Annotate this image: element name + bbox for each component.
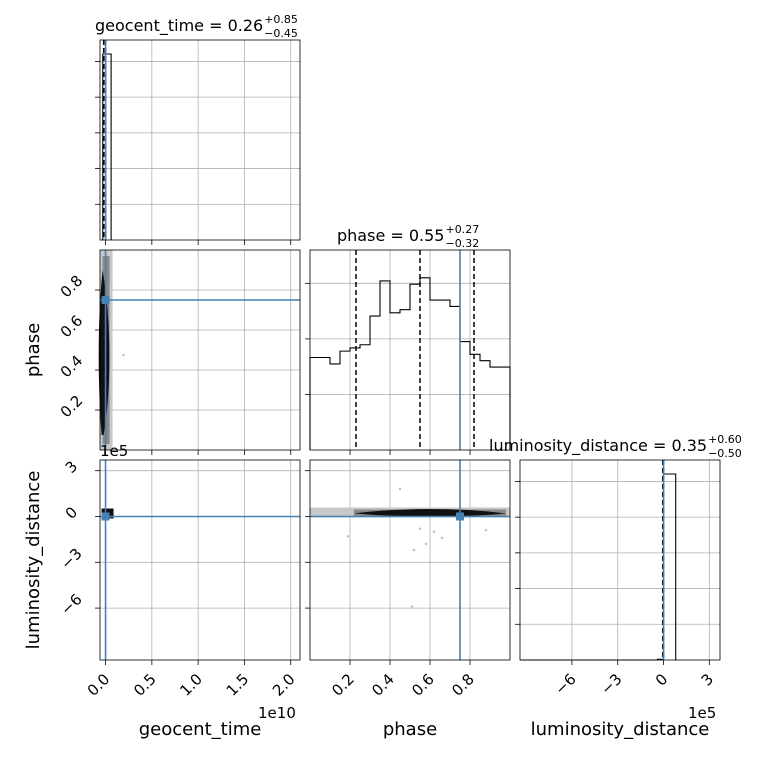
p20-xticklabel-2: 1.0	[176, 670, 206, 700]
p20-xticklabel-1: 0.5	[130, 670, 160, 700]
panel-luminosity-distance-hist: −6 −3 0 3	[515, 459, 721, 698]
title-geocent-time-plus: +0.85	[264, 13, 298, 26]
p21-sample-3	[424, 542, 428, 546]
p22-xticklabel-2: 0	[652, 670, 671, 689]
p20-yticklabel-2: 0	[62, 503, 81, 522]
p21-xticklabel-2: 0.6	[408, 670, 438, 700]
title-luminosity-distance: luminosity_distance = 0.35	[489, 436, 707, 456]
p00-frame	[99, 39, 301, 241]
title-luminosity-distance-median: 0.35	[671, 436, 707, 455]
p20-xticklabel-3: 1.5	[223, 670, 253, 700]
title-luminosity-distance-plus: +0.60	[708, 433, 742, 446]
panel-luminosity-distance-vs-geocent-time: 0.0 0.5 1.0 1.5 2.0 −6 −3 0 3	[57, 457, 301, 700]
p10-yticklabel-0: 0.2	[57, 392, 87, 422]
p22-frame	[519, 459, 721, 661]
p21-sample-6	[484, 529, 488, 532]
p20-yticklabel-0: −6	[57, 590, 85, 618]
title-geocent-time-name: geocent_time =	[95, 16, 228, 36]
p20-xticklabel-0: 0.0	[84, 670, 114, 700]
p21-truth-point	[456, 512, 464, 521]
ylabel-phase: phase	[23, 323, 44, 377]
p10-yticklabel-2: 0.6	[57, 312, 87, 342]
offset-luminosity-distance-y: 1e5	[100, 442, 128, 460]
p21-xticklabel-0: 0.2	[328, 670, 358, 700]
xlabel-geocent-time: geocent_time	[139, 719, 262, 740]
p20-frame	[99, 459, 301, 661]
title-phase-minus: −0.32	[445, 237, 479, 250]
p21-sample-0	[346, 535, 350, 538]
xlabel-phase: phase	[383, 719, 437, 740]
p21-xticklabel-3: 0.8	[448, 670, 478, 700]
ylabel-luminosity-distance: luminosity_distance	[23, 471, 44, 650]
p21-sample-5	[398, 487, 402, 491]
p21-density-core	[354, 508, 506, 517]
p21-sample-7	[410, 605, 414, 608]
p22-xticklabel-0: −6	[551, 670, 579, 698]
p20-yticklabel-3: 3	[62, 457, 81, 476]
panel-geocent-time-hist	[95, 39, 301, 245]
panel-phase-hist	[305, 249, 511, 455]
p10-frame	[99, 249, 301, 451]
title-phase-median: 0.55	[409, 226, 445, 245]
title-geocent-time-median: 0.26	[228, 16, 264, 35]
panel-phase-vs-geocent-time: 0.2 0.4 0.6 0.8	[57, 249, 301, 455]
offset-geocent-time-x: 1e10	[258, 704, 296, 722]
title-phase-plus: +0.27	[445, 223, 479, 236]
panel-luminosity-distance-vs-phase: 0.2 0.4 0.6 0.8	[305, 459, 511, 700]
p22-xticklabel-1: −3	[597, 670, 625, 698]
p21-sample-8	[440, 536, 444, 540]
p21-sample-4	[432, 530, 436, 533]
title-geocent-time: geocent_time = 0.26	[95, 16, 263, 36]
title-phase-name: phase =	[337, 226, 409, 245]
p21-xticklabel-1: 0.4	[368, 670, 398, 700]
title-phase: phase = 0.55	[337, 226, 444, 245]
title-geocent-time-minus: −0.45	[264, 27, 298, 40]
p20-xticklabel-4: 2.0	[269, 670, 299, 700]
title-luminosity-distance-name: luminosity_distance =	[489, 436, 671, 456]
p20-truth-point	[101, 512, 110, 521]
offset-luminosity-distance-x: 1e5	[688, 704, 716, 722]
p21-frame	[309, 459, 511, 661]
p11-frame	[309, 249, 511, 451]
p10-sample-0	[122, 353, 125, 357]
p22-hist	[520, 473, 677, 661]
title-luminosity-distance-minus: −0.50	[708, 447, 742, 460]
p10-yticklabel-3: 0.8	[57, 272, 87, 302]
xlabel-luminosity-distance: luminosity_distance	[531, 719, 710, 740]
p21-sample-2	[418, 527, 422, 530]
p22-xticklabel-3: 3	[698, 670, 717, 689]
p00-hist	[102, 53, 112, 240]
p21-sample-1	[412, 548, 416, 552]
p20-yticklabel-1: −3	[57, 545, 85, 573]
p10-truth-point	[101, 296, 110, 304]
p11-hist	[309, 277, 511, 450]
p10-density-core	[98, 270, 110, 435]
p10-yticklabel-1: 0.4	[57, 352, 87, 382]
